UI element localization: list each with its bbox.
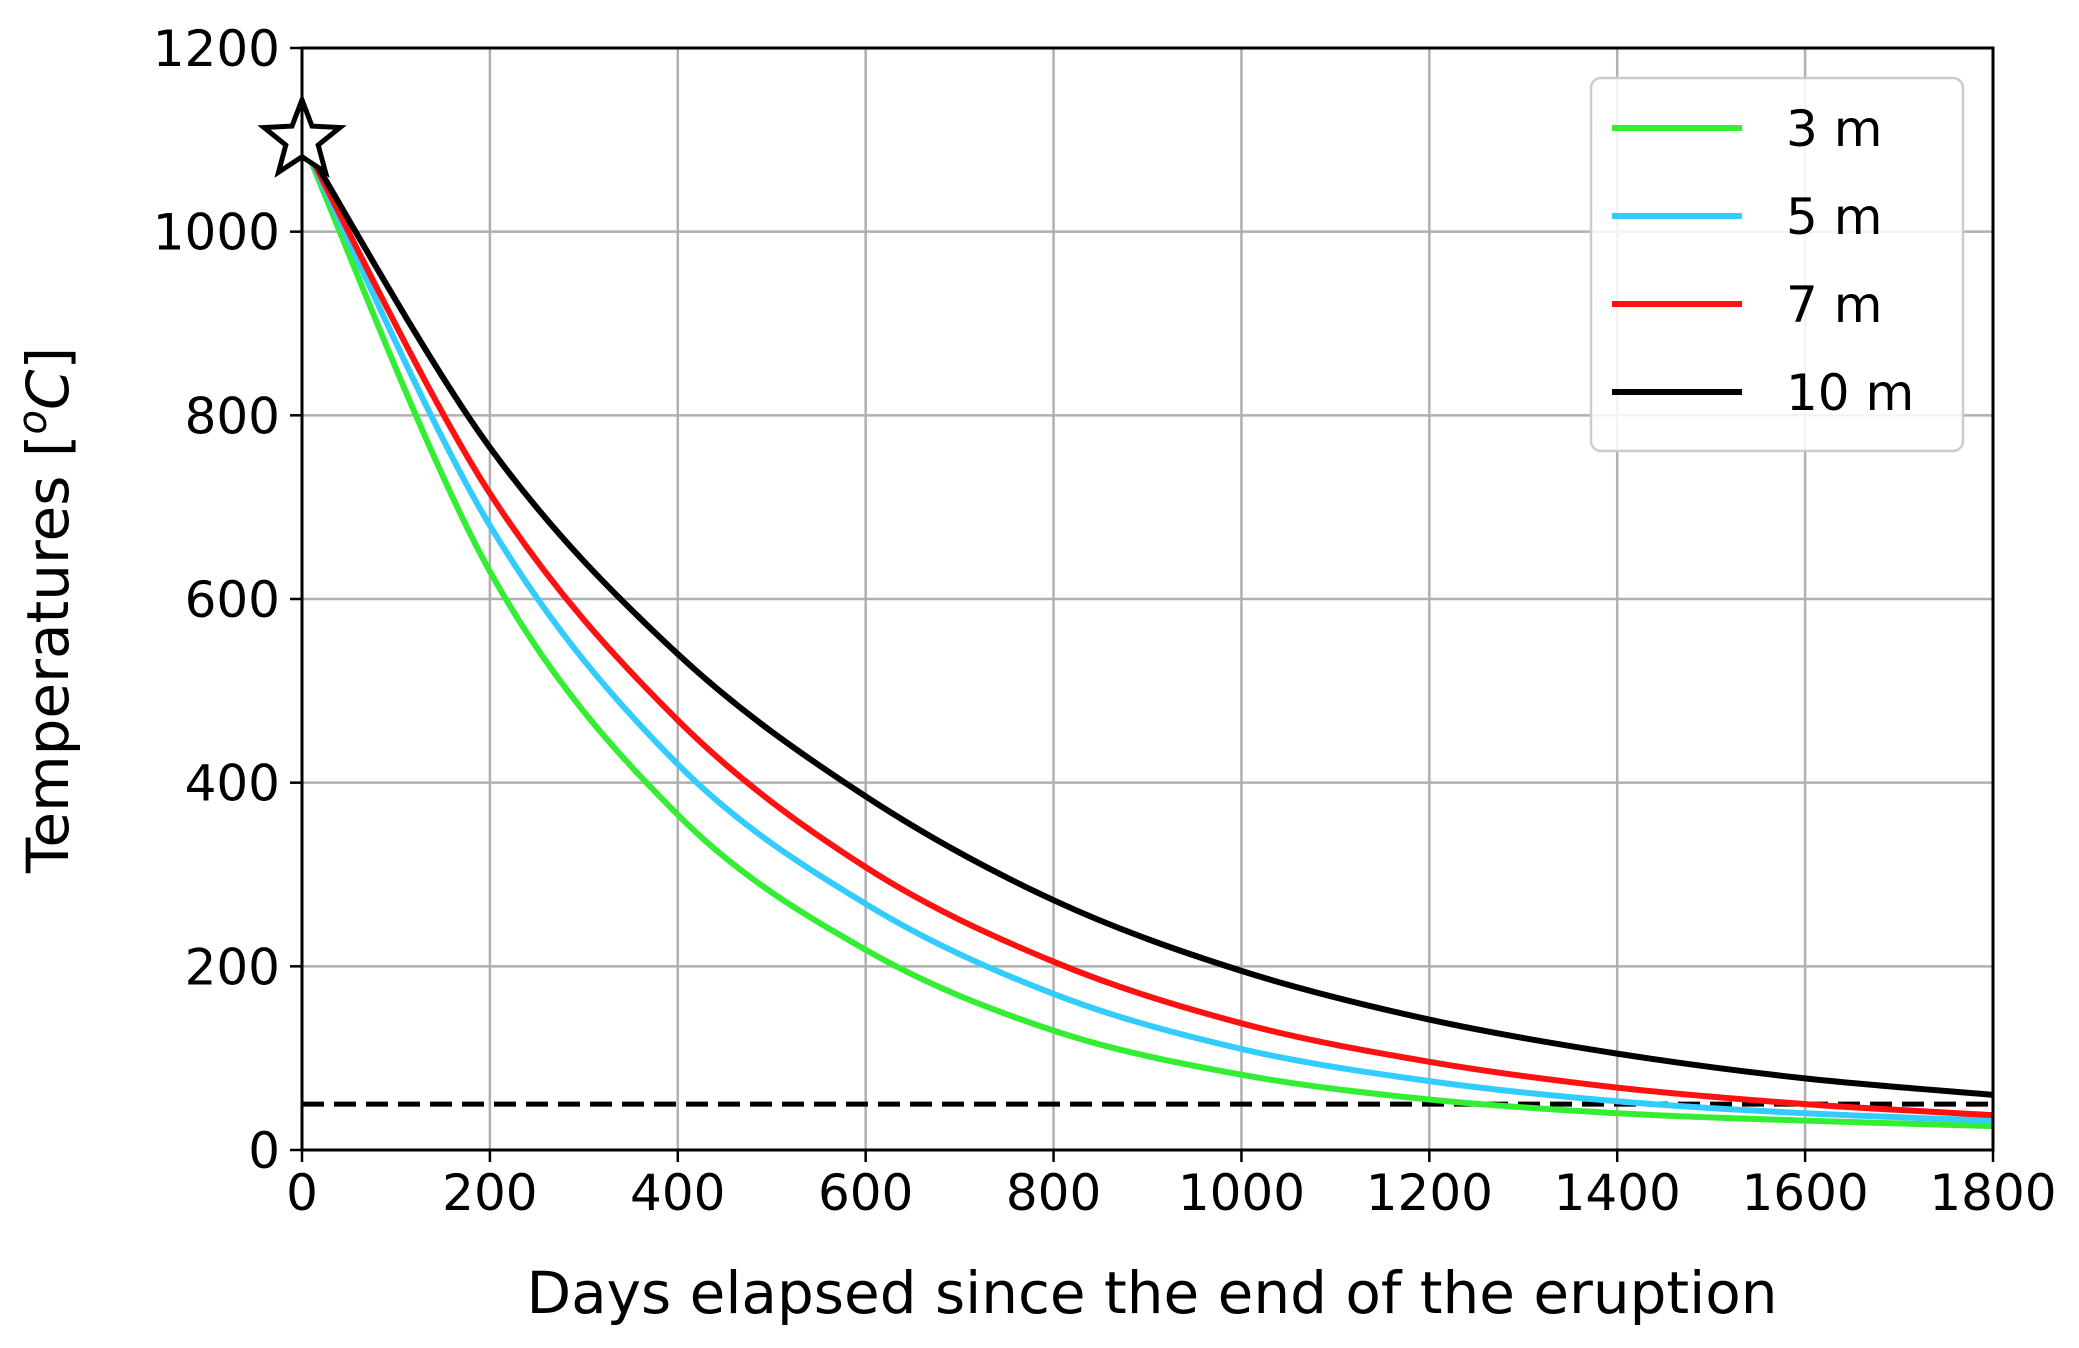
y-tick-label: 200 (185, 938, 280, 996)
y-tick-label: 400 (185, 755, 280, 813)
x-tick-label: 1800 (1929, 1164, 2056, 1222)
legend: 3 m 5 m 7 m 10 m (1589, 76, 1965, 453)
x-tick-label: 1400 (1554, 1164, 1681, 1222)
y-axis-label-close: ] (14, 347, 82, 370)
series-line-5m (299, 138, 1994, 1124)
ticks: 0 200 400 600 800 1000 1200 1400 1600 1800 0 200 400… (153, 20, 2057, 1222)
x-tick-label: 1000 (1178, 1164, 1305, 1222)
legend-label: 7 m (1786, 276, 1882, 334)
x-tick-label: 1600 (1741, 1164, 1868, 1222)
x-tick-label: 600 (818, 1164, 913, 1222)
legend-label: 5 m (1786, 188, 1882, 246)
y-tick-label: 1200 (153, 20, 280, 78)
series-line-10m (299, 138, 1994, 1098)
y-tick-label: 600 (185, 571, 280, 629)
legend-box (1589, 76, 1965, 453)
y-tick-label: 1000 (153, 204, 280, 262)
legend-label: 10 m (1786, 364, 1914, 422)
x-tick-label: 400 (630, 1164, 725, 1222)
x-axis-label: Days elapsed since the end of the erupti… (526, 1259, 1777, 1327)
legend-label: 3 m (1786, 100, 1882, 158)
y-axis-label-sup: o (10, 410, 56, 434)
y-tick-label: 800 (185, 387, 280, 445)
y-axis-label-main: Temperatures [ (14, 434, 82, 874)
series-line-3m (299, 138, 1994, 1130)
y-axis-label-unit: C (14, 369, 82, 410)
series-line-7m (299, 138, 1994, 1119)
series-group (299, 138, 1994, 1130)
x-tick-label: 0 (286, 1164, 318, 1222)
x-tick-label: 200 (442, 1164, 537, 1222)
x-tick-label: 1200 (1366, 1164, 1493, 1222)
y-tick-label: 0 (248, 1122, 280, 1180)
y-axis-label: Temperatures [oC] (10, 347, 82, 874)
x-tick-label: 800 (1006, 1164, 1101, 1222)
